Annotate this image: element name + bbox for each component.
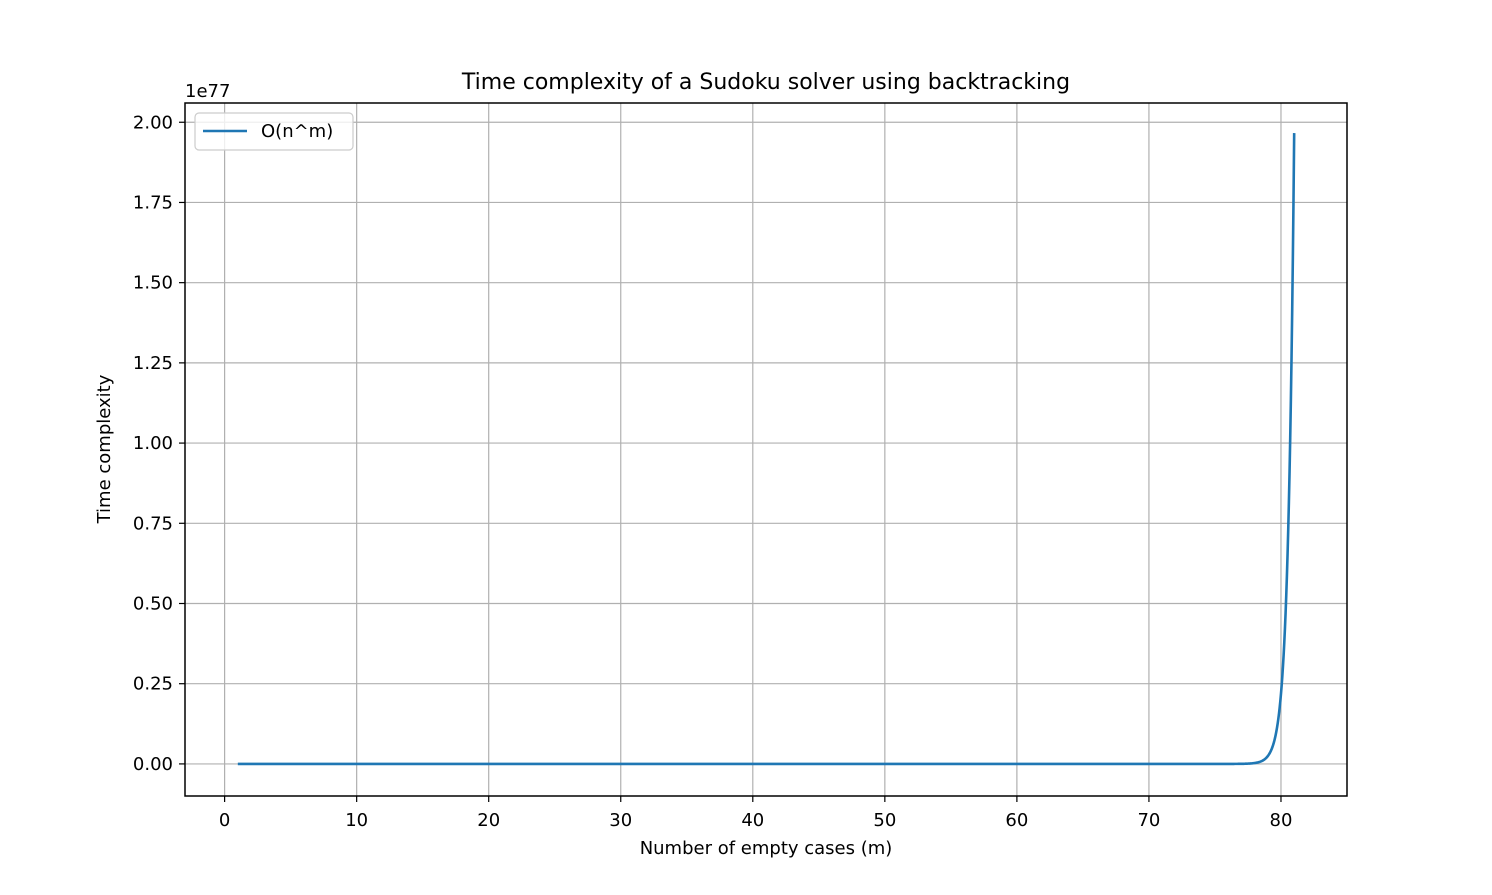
x-tick-label: 40 xyxy=(741,810,764,831)
x-axis-label: Number of empty cases (m) xyxy=(640,838,893,859)
x-tick-label: 30 xyxy=(609,810,632,831)
y-tick-label: 0.75 xyxy=(133,513,173,534)
legend-box xyxy=(194,112,354,151)
series-line-0 xyxy=(237,133,1296,766)
chart-title: Time complexity of a Sudoku solver using… xyxy=(461,70,1070,95)
x-tick-label: 70 xyxy=(1137,810,1160,831)
y-axis-label: Time complexity xyxy=(94,374,115,524)
x-axis-ticks: 0 10 20 30 40 50 60 70 80 xyxy=(219,796,1293,831)
x-tick-label: 60 xyxy=(1005,810,1028,831)
y-tick-label: 0.25 xyxy=(133,674,173,695)
x-tick-label: 0 xyxy=(219,810,230,831)
y-tick-label: 1.00 xyxy=(133,433,173,454)
plot-area xyxy=(237,133,1296,766)
x-tick-label: 50 xyxy=(873,810,896,831)
y-tick-label: 1.25 xyxy=(133,353,173,374)
y-tick-label: 1.75 xyxy=(133,192,173,213)
y-axis-offset-label: 1e77 xyxy=(185,81,230,102)
x-tick-label: 10 xyxy=(345,810,368,831)
legend-entry-label: O(n^m) xyxy=(261,121,333,142)
y-tick-label: 1.50 xyxy=(133,273,173,294)
x-tick-label: 80 xyxy=(1270,810,1293,831)
y-tick-label: 2.00 xyxy=(133,112,173,133)
legend: O(n^m) xyxy=(194,112,354,151)
y-tick-label: 0.50 xyxy=(133,594,173,615)
axes-frame xyxy=(184,102,1348,797)
y-axis-ticks: 0.00 0.25 0.50 0.75 1.00 1.25 1.50 1.75 2.00 xyxy=(133,112,185,775)
x-tick-label: 20 xyxy=(477,810,500,831)
y-tick-label: 0.00 xyxy=(133,754,173,775)
